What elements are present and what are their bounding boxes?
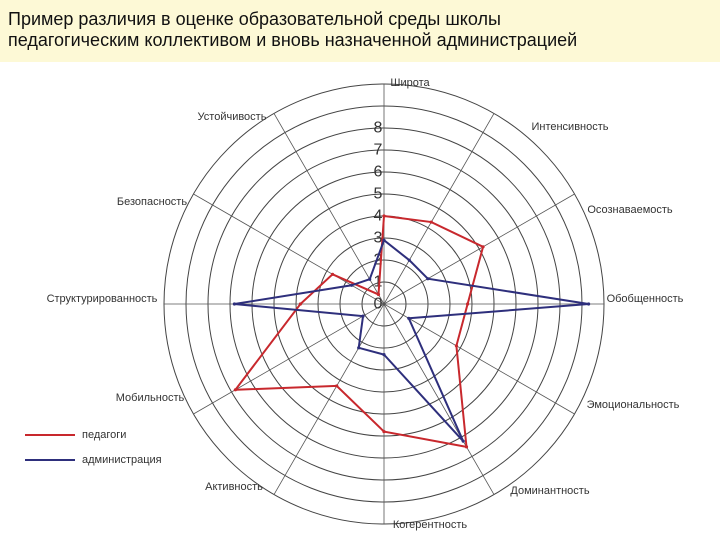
axis-label: Мобильность bbox=[116, 392, 185, 404]
radar-series bbox=[232, 214, 591, 449]
title-line-1: Пример различия в оценке образовательной… bbox=[8, 9, 501, 29]
series-line-1 bbox=[233, 214, 485, 449]
axis-label: Структурированность bbox=[47, 293, 158, 305]
axis-label: Обобщенность bbox=[607, 293, 684, 305]
title-banner: Пример различия в оценке образовательной… bbox=[0, 0, 720, 62]
legend: педагоги администрация bbox=[25, 429, 162, 466]
axis-label: Активность bbox=[205, 481, 263, 493]
tick-label: 5 bbox=[374, 186, 383, 203]
data-point bbox=[407, 316, 411, 320]
data-point bbox=[298, 302, 302, 306]
data-point bbox=[429, 220, 433, 224]
data-point bbox=[407, 258, 411, 262]
grid-spoke bbox=[193, 303, 385, 415]
axis-label: Доминантность bbox=[510, 485, 589, 497]
tick-label: 4 bbox=[374, 208, 383, 225]
legend-label: педагоги bbox=[82, 429, 126, 441]
radar-grid bbox=[163, 83, 605, 525]
data-point bbox=[461, 439, 465, 443]
data-point bbox=[330, 272, 335, 276]
axis-labels: Широта Интенсивность Осознаваемость Обобщен… bbox=[47, 77, 684, 531]
data-point bbox=[233, 388, 237, 392]
data-point bbox=[454, 344, 458, 348]
axis-label: Эмоциональность bbox=[587, 399, 680, 411]
data-point bbox=[361, 314, 365, 318]
tick-label: 8 bbox=[374, 120, 383, 137]
tick-label: 3 bbox=[374, 230, 383, 247]
data-point bbox=[382, 430, 386, 434]
axis-label: Безопасность bbox=[117, 196, 187, 208]
axis-label: Интенсивность bbox=[531, 121, 608, 133]
tick-label: 1 bbox=[374, 274, 383, 291]
data-point bbox=[335, 384, 339, 388]
axis-label: Широта bbox=[390, 77, 430, 89]
grid-spoke bbox=[383, 303, 495, 495]
data-point bbox=[426, 277, 430, 281]
data-point bbox=[376, 292, 381, 297]
data-point bbox=[357, 346, 361, 350]
data-point bbox=[350, 283, 354, 287]
tick-label: 6 bbox=[374, 164, 383, 181]
data-point bbox=[587, 302, 591, 306]
page-title: Пример различия в оценке образовательной… bbox=[8, 9, 708, 51]
radial-tick-labels: 0 1 2 3 4 5 6 7 8 bbox=[374, 120, 383, 313]
series-line-2 bbox=[234, 238, 589, 442]
data-point bbox=[382, 353, 386, 357]
grid-spoke bbox=[193, 193, 385, 305]
data-point bbox=[368, 277, 372, 281]
grid-spoke bbox=[383, 193, 575, 305]
tick-label: 7 bbox=[374, 142, 383, 159]
title-line-2: педагогическим коллективом и вновь назна… bbox=[8, 30, 578, 50]
grid-spoke bbox=[273, 113, 385, 305]
data-point bbox=[382, 214, 386, 218]
data-point bbox=[481, 245, 485, 249]
axis-label: Осознаваемость bbox=[587, 204, 673, 216]
grid-spoke bbox=[273, 303, 385, 495]
tick-label: 0 bbox=[374, 296, 383, 313]
axis-label: Когерентность bbox=[393, 519, 467, 531]
grid-spoke bbox=[383, 303, 575, 415]
legend-label: администрация bbox=[82, 454, 162, 466]
data-point bbox=[232, 302, 236, 306]
data-point bbox=[466, 302, 470, 306]
data-point bbox=[464, 445, 469, 449]
axis-label: Устойчивость bbox=[198, 111, 267, 123]
data-point bbox=[382, 238, 386, 242]
grid-spoke bbox=[383, 113, 495, 305]
tick-label: 2 bbox=[374, 252, 383, 269]
